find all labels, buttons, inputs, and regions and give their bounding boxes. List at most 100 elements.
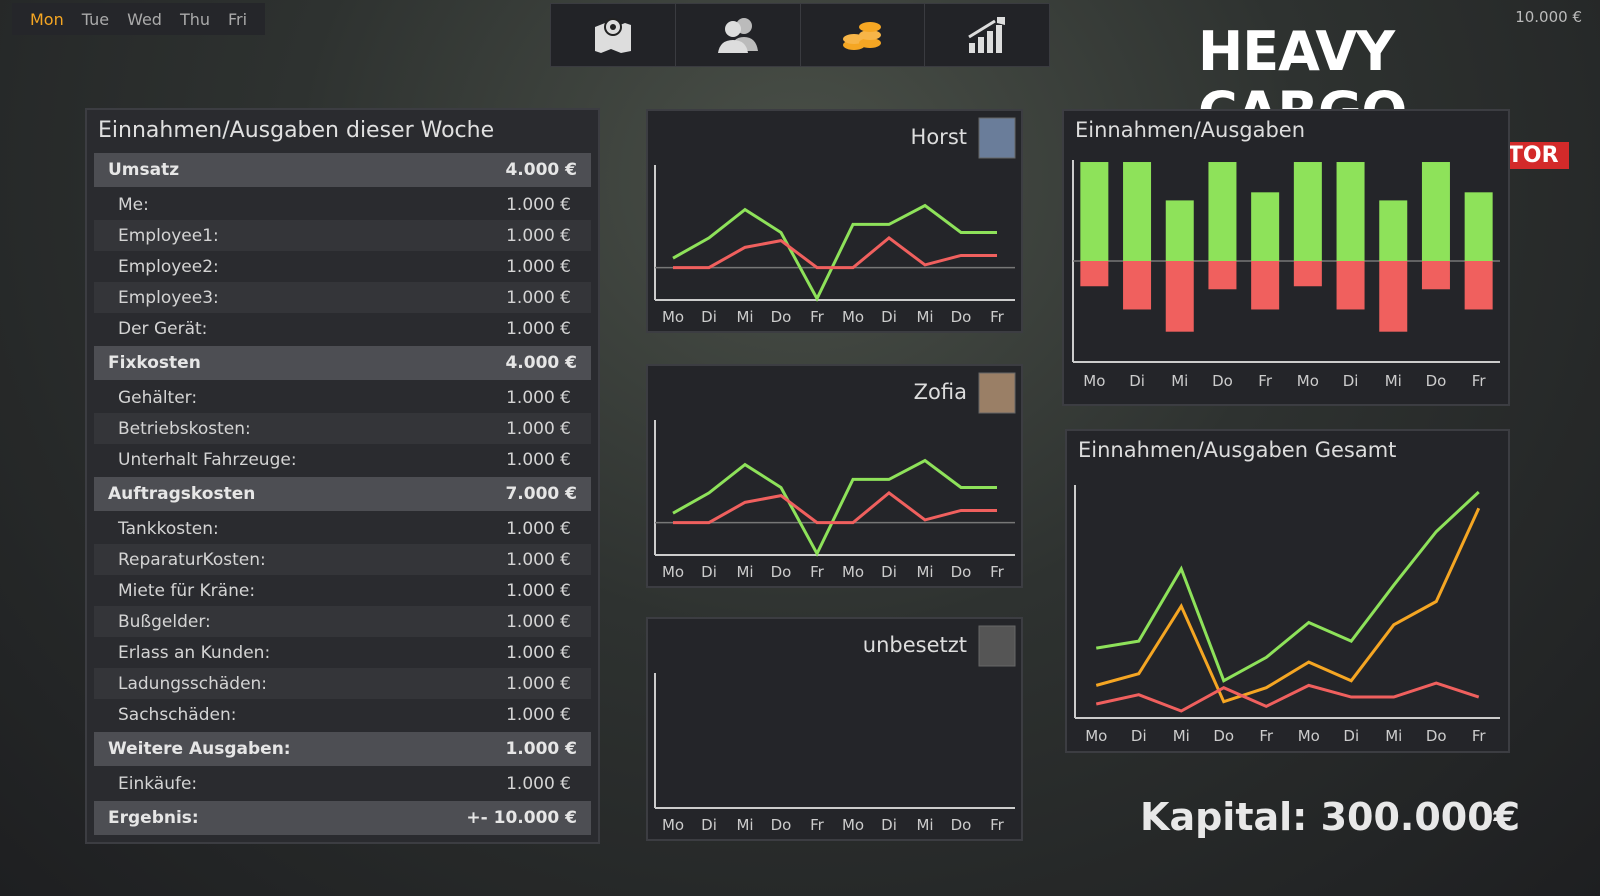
item-label: Ladungsschäden: bbox=[118, 673, 268, 694]
item-label: Bußgelder: bbox=[118, 611, 211, 632]
item-row: Tankkosten: 1.000 € bbox=[94, 513, 591, 544]
capital: Kapital: 300.000€ bbox=[1140, 795, 1521, 839]
x-tick-label: Do bbox=[951, 563, 972, 581]
x-tick-label: Mi bbox=[916, 816, 933, 834]
avatar bbox=[978, 625, 1016, 667]
x-tick-label: Fr bbox=[990, 816, 1005, 834]
item-row: Ladungsschäden: 1.000 € bbox=[94, 668, 591, 699]
bar bbox=[1293, 261, 1322, 287]
x-tick-label: Mo bbox=[662, 563, 684, 581]
item-row: Bußgelder: 1.000 € bbox=[94, 606, 591, 637]
x-tick-label: Di bbox=[701, 563, 717, 581]
bar bbox=[1379, 261, 1408, 332]
people-icon bbox=[717, 18, 758, 53]
watermark: WORK IN PROGRESS bbox=[1198, 173, 1415, 255]
item-row: Der Gerät: 1.000 € bbox=[94, 313, 591, 344]
day-tab[interactable]: Wed bbox=[127, 9, 162, 29]
item-row: Sachschäden: 1.000 € bbox=[94, 699, 591, 730]
day-tab[interactable]: Fri bbox=[228, 9, 248, 29]
balance: 10.000 € bbox=[1515, 8, 1582, 26]
bar bbox=[1251, 261, 1280, 310]
stats-icon bbox=[968, 17, 1006, 53]
x-tick-label: Do bbox=[1212, 372, 1233, 390]
finance-button[interactable] bbox=[801, 4, 926, 66]
item-value: 1.000 € bbox=[506, 194, 571, 215]
bar bbox=[1165, 200, 1194, 261]
series-line bbox=[673, 235, 997, 270]
week-table: Einnahmen/Ausgaben dieser Woche Umsatz 4.… bbox=[85, 108, 600, 844]
item-value: 1.000 € bbox=[506, 225, 571, 246]
section-row: Umsatz 4.000 € bbox=[94, 153, 591, 187]
day-tab[interactable]: Mon bbox=[30, 9, 64, 29]
series-line bbox=[1095, 681, 1480, 713]
bar bbox=[1208, 261, 1237, 290]
section-name: Umsatz bbox=[108, 160, 180, 180]
item-row: Employee3: 1.000 € bbox=[94, 282, 591, 313]
item-value: 1.000 € bbox=[506, 387, 571, 408]
x-tick-label: Mo bbox=[662, 308, 684, 326]
employees-button[interactable] bbox=[676, 4, 801, 66]
chart-panel bbox=[1065, 429, 1510, 753]
x-tick-label: Fr bbox=[990, 308, 1005, 326]
x-tick-label: Di bbox=[881, 308, 897, 326]
bar bbox=[1421, 261, 1450, 290]
x-tick-label: Do bbox=[951, 308, 972, 326]
result-row: Ergebnis: +- 10.000 € bbox=[94, 801, 591, 835]
day-tabs: Mon Tue Wed Thu Fri bbox=[12, 3, 266, 35]
chart-title: Horst bbox=[911, 125, 967, 149]
item-value: 1.000 € bbox=[506, 256, 571, 277]
item-row: Erlass an Kunden: 1.000 € bbox=[94, 637, 591, 668]
item-value: 1.000 € bbox=[506, 673, 571, 694]
x-tick-label: Do bbox=[771, 308, 792, 326]
x-tick-label: Mi bbox=[1173, 727, 1190, 745]
x-tick-label: Fr bbox=[810, 816, 825, 834]
x-tick-label: Fr bbox=[1472, 372, 1487, 390]
section-row: Weitere Ausgaben: 1.000 € bbox=[94, 732, 591, 766]
day-tab[interactable]: Tue bbox=[81, 9, 110, 29]
series-line bbox=[1095, 507, 1481, 704]
bar bbox=[1464, 261, 1493, 310]
series-line bbox=[672, 458, 997, 557]
chart-panel bbox=[646, 617, 1023, 841]
item-value: 1.000 € bbox=[506, 549, 571, 570]
x-tick-label: Do bbox=[771, 816, 792, 834]
x-tick-label: Mi bbox=[1385, 372, 1402, 390]
x-tick-label: Do bbox=[951, 816, 972, 834]
item-label: Betriebskosten: bbox=[118, 418, 251, 439]
x-tick-label: Mi bbox=[1171, 372, 1188, 390]
item-row: Employee1: 1.000 € bbox=[94, 220, 591, 251]
x-tick-label: Mo bbox=[662, 816, 684, 834]
bar bbox=[1080, 261, 1109, 287]
bar bbox=[1123, 162, 1152, 261]
table-title: Einnahmen/Ausgaben dieser Woche bbox=[98, 118, 495, 143]
item-value: 1.000 € bbox=[506, 580, 571, 601]
main-nav bbox=[550, 3, 1050, 67]
series-line bbox=[673, 490, 997, 525]
item-label: Erlass an Kunden: bbox=[118, 642, 271, 663]
item-value: 1.000 € bbox=[506, 642, 571, 663]
result-label: Ergebnis: bbox=[108, 808, 199, 828]
section-total: 7.000 € bbox=[505, 484, 577, 504]
x-tick-label: Fr bbox=[1472, 727, 1487, 745]
item-value: 1.000 € bbox=[506, 449, 571, 470]
x-tick-label: Do bbox=[1426, 372, 1447, 390]
map-button[interactable] bbox=[551, 4, 676, 66]
map-icon bbox=[594, 18, 631, 53]
item-row: Me: 1.000 € bbox=[94, 189, 591, 220]
x-tick-label: Di bbox=[881, 563, 897, 581]
stats-button[interactable] bbox=[925, 4, 1049, 66]
x-tick-label: Di bbox=[1343, 372, 1359, 390]
avatar bbox=[978, 117, 1016, 159]
x-tick-label: Di bbox=[1131, 727, 1147, 745]
x-tick-label: Mi bbox=[916, 563, 933, 581]
item-row: ReparaturKosten: 1.000 € bbox=[94, 544, 591, 575]
x-tick-label: Di bbox=[701, 816, 717, 834]
x-tick-label: Mo bbox=[1297, 372, 1319, 390]
x-tick-label: Mi bbox=[736, 563, 753, 581]
logo: HEAVY CARGO THE TRUCK SIMULATOR WORK IN … bbox=[1198, 22, 1582, 255]
x-tick-label: Do bbox=[771, 563, 792, 581]
item-label: Employee2: bbox=[118, 256, 219, 277]
day-tab[interactable]: Thu bbox=[179, 9, 211, 29]
x-tick-label: Mi bbox=[916, 308, 933, 326]
